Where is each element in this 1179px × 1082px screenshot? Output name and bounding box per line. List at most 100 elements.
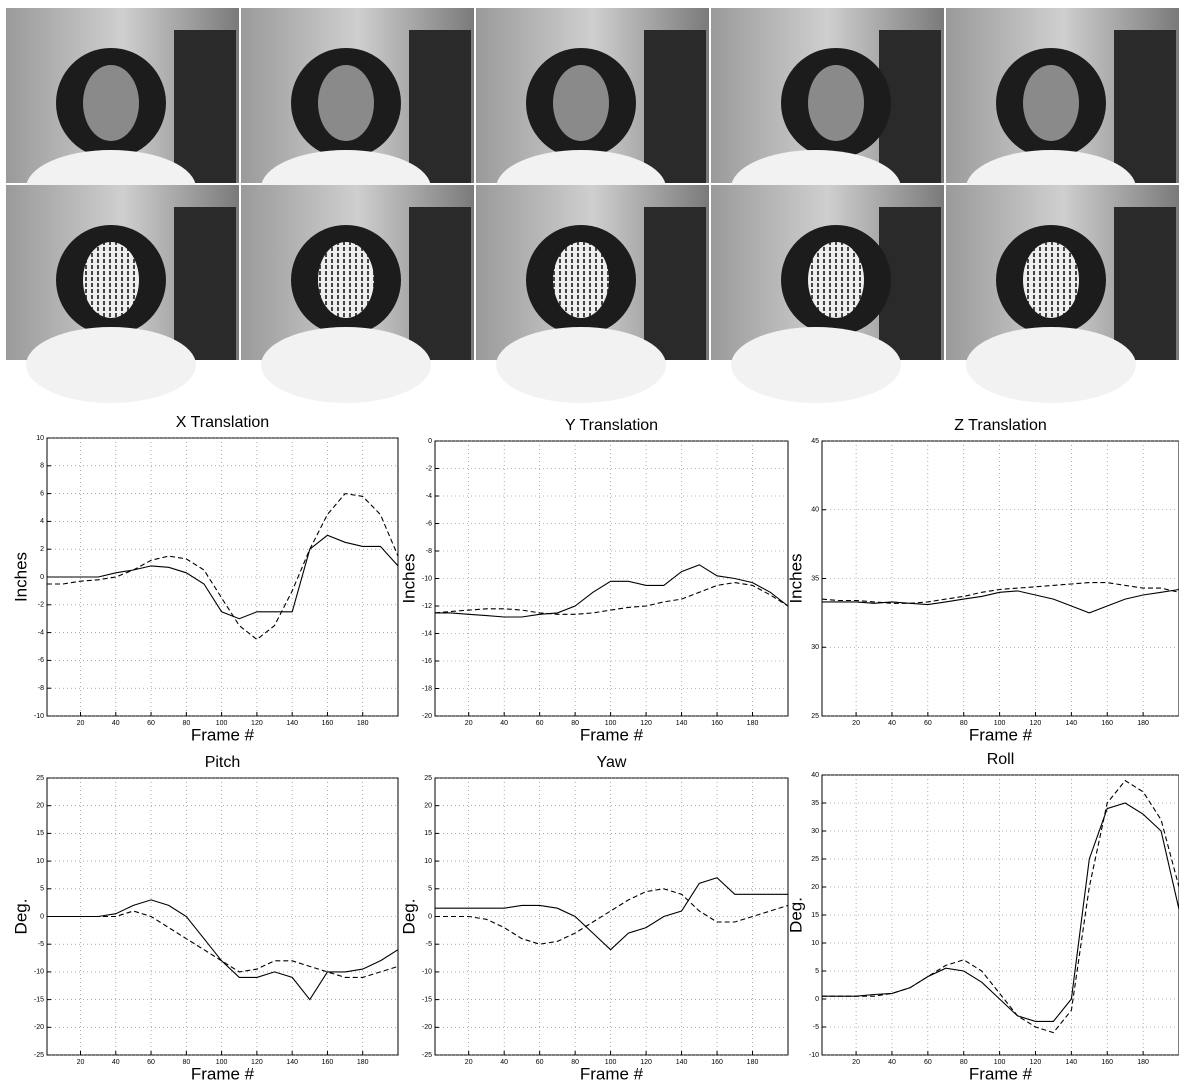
x-axis-label: Frame # [580,725,644,744]
x-tick-label: 160 [322,720,334,727]
y-tick-label: -6 [426,520,432,527]
y-tick-label: -25 [422,1052,432,1059]
x-tick-label: 40 [112,720,120,727]
y-tick-label: -2 [38,602,44,609]
x-tick-label: 160 [1101,720,1113,727]
x-tick-label: 160 [711,1059,723,1066]
face [1023,65,1079,141]
y-tick-label: -5 [38,941,44,948]
figure: -10-8-6-4-202468102040608010012014016018… [0,0,1179,1082]
plot-area [822,441,1179,716]
x-tick-label: 140 [676,720,688,727]
x-tick-label: 140 [1066,1059,1078,1066]
shelf [174,30,236,183]
x-tick-label: 20 [465,720,473,727]
y-tick-label: -25 [34,1052,44,1059]
y-tick-label: 8 [40,463,44,470]
x-tick-label: 80 [960,720,968,727]
x-tick-label: 140 [286,1059,298,1066]
shirt [966,327,1136,403]
y-tick-label: -20 [422,713,432,720]
y-tick-label: 10 [36,858,44,865]
x-tick-label: 180 [357,720,369,727]
x-axis-label: Frame # [580,1064,644,1082]
y-tick-label: 0 [428,913,432,920]
plot-area [822,775,1179,1055]
video-frames [6,8,1179,403]
face [553,242,609,318]
y-tick-label: 5 [815,968,819,975]
y-tick-label: 30 [811,644,819,651]
x-tick-label: 40 [500,1059,508,1066]
y-tick-label: -20 [422,1024,432,1031]
y-tick-label: -8 [426,548,432,555]
y-axis-label: Deg. [11,899,30,935]
chart-title: Pitch [205,754,241,771]
x-tick-label: 60 [147,720,155,727]
x-tick-label: 160 [322,1059,334,1066]
y-tick-label: 0 [428,438,432,445]
y-tick-label: 25 [811,856,819,863]
y-tick-label: -14 [422,630,432,637]
x-tick-label: 180 [747,720,759,727]
x-tick-label: 160 [1101,1059,1113,1066]
y-tick-label: 25 [36,775,44,782]
y-tick-label: -4 [426,493,432,500]
shelf [644,30,706,183]
y-tick-label: -10 [34,713,44,720]
y-tick-label: -10 [34,969,44,976]
x-tick-label: 180 [357,1059,369,1066]
y-tick-label: -8 [38,685,44,692]
chart-title: Y Translation [565,417,658,434]
chart-title: Z Translation [954,417,1046,434]
y-axis-label: Inches [399,553,418,603]
x-axis-label: Frame # [191,1064,255,1082]
x-tick-label: 60 [536,1059,544,1066]
y-tick-label: -10 [422,575,432,582]
y-tick-label: -5 [426,941,432,948]
x-tick-label: 80 [571,1059,579,1066]
face [808,65,864,141]
y-tick-label: -10 [809,1052,819,1059]
y-tick-label: 15 [36,830,44,837]
x-tick-label: 80 [960,1059,968,1066]
x-tick-label: 20 [852,720,860,727]
y-tick-label: 5 [428,886,432,893]
face [318,65,374,141]
y-tick-label: 40 [811,772,819,779]
y-tick-label: 0 [40,913,44,920]
shelf [1114,207,1176,360]
y-tick-label: 30 [811,828,819,835]
y-tick-label: 2 [40,546,44,553]
x-axis-label: Frame # [191,725,255,744]
shelf [1114,30,1176,183]
x-tick-label: 60 [536,720,544,727]
y-tick-label: 25 [424,775,432,782]
x-tick-label: 60 [924,1059,932,1066]
x-tick-label: 80 [182,1059,190,1066]
y-tick-label: 25 [811,713,819,720]
x-tick-label: 160 [711,720,723,727]
y-tick-label: -16 [422,658,432,665]
x-tick-label: 140 [1066,720,1078,727]
y-tick-label: 35 [811,800,819,807]
y-tick-label: 5 [40,886,44,893]
chart-title: Yaw [597,754,627,771]
y-tick-label: -5 [813,1024,819,1031]
shelf [409,30,471,183]
face [808,242,864,318]
y-axis-label: Deg. [399,899,418,935]
x-tick-label: 180 [747,1059,759,1066]
shirt [261,327,431,403]
shelf [174,207,236,360]
x-tick-label: 60 [147,1059,155,1066]
y-tick-label: 0 [40,574,44,581]
y-axis-label: Deg. [786,897,805,933]
y-tick-label: 6 [40,490,44,497]
y-tick-label: 10 [36,435,44,442]
x-tick-label: 40 [112,1059,120,1066]
x-tick-label: 140 [676,1059,688,1066]
y-tick-label: -15 [34,996,44,1003]
x-tick-label: 20 [465,1059,473,1066]
x-tick-label: 40 [500,720,508,727]
